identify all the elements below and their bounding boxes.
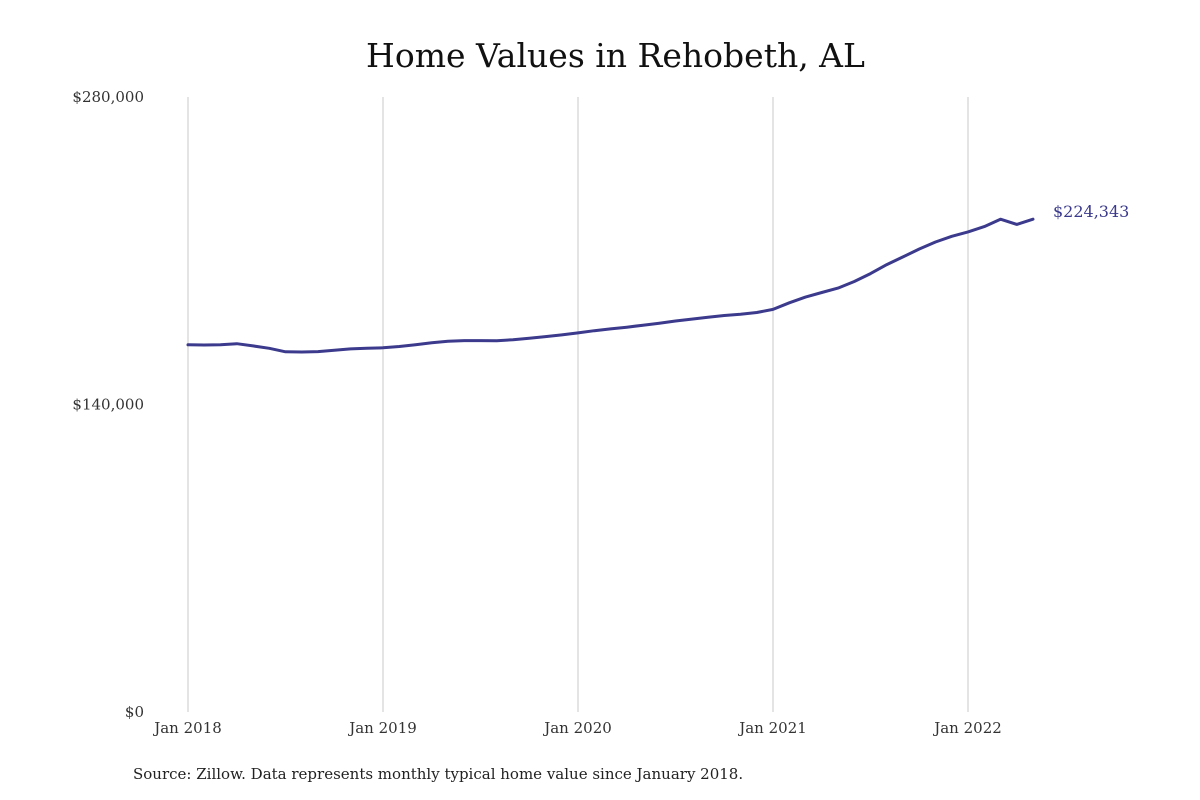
y-tick-label: $280,000 (72, 88, 144, 106)
gridlines (187, 97, 969, 712)
y-axis: $0 $140,000 $280,000 (72, 88, 144, 721)
x-tick-label: Jan 2022 (932, 719, 1002, 737)
x-tick-label: Jan 2018 (152, 719, 222, 737)
y-tick-label: $140,000 (72, 396, 144, 414)
series-layer: $224,343 (186, 202, 1129, 354)
x-tick-label: Jan 2021 (737, 719, 807, 737)
x-tick-label: Jan 2019 (347, 719, 417, 737)
y-tick-label: $0 (125, 703, 144, 721)
x-axis: Jan 2018 Jan 2019 Jan 2020 Jan 2021 Jan 2022 (152, 719, 1002, 737)
series-line (186, 217, 1035, 354)
source-note: Source: Zillow. Data represents monthly … (133, 765, 744, 783)
x-tick-label: Jan 2020 (542, 719, 612, 737)
chart-title: Home Values in Rehobeth, AL (366, 36, 865, 75)
end-value-label: $224,343 (1053, 202, 1129, 221)
